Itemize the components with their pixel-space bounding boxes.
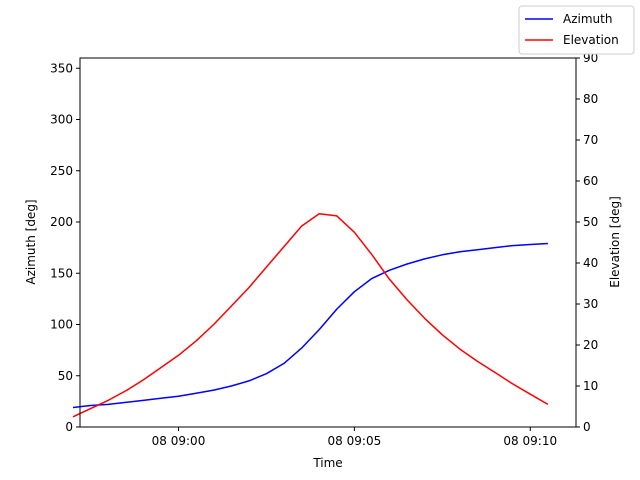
x-tick-label: 08 09:10 (503, 434, 557, 448)
legend-box (518, 5, 635, 55)
left-tick-label: 150 (50, 266, 73, 280)
left-tick-label: 250 (50, 164, 73, 178)
left-tick-label: 200 (50, 215, 73, 229)
right-tick-label: 70 (583, 133, 598, 147)
x-axis-label: Time (312, 456, 342, 470)
series-layer (72, 213, 549, 418)
series-line-elevation (72, 213, 549, 418)
plot-frame (79, 57, 577, 428)
left-tick-label: 100 (50, 318, 73, 332)
x-tick-label: 08 09:05 (328, 434, 382, 448)
legend-label-azimuth: Azimuth (563, 12, 612, 26)
right-tick-label: 50 (583, 215, 598, 229)
x-axis: 08 09:00 08 09:05 08 09:10 (152, 427, 557, 448)
left-axis-label: Azimuth [deg] (24, 199, 38, 284)
left-tick-label: 0 (65, 420, 73, 434)
legend: Azimuth Elevation (518, 5, 635, 55)
right-tick-label: 10 (583, 379, 598, 393)
legend-label-elevation: Elevation (563, 33, 619, 47)
right-tick-label: 80 (583, 92, 598, 106)
left-tick-label: 300 (50, 113, 73, 127)
right-tick-label: 60 (583, 174, 598, 188)
series-line-azimuth (72, 242, 548, 409)
left-axis: 0 50 100 150 200 250 300 350 (50, 61, 80, 434)
left-tick-label: 350 (50, 61, 73, 75)
right-axis-label: Elevation [deg] (608, 196, 622, 288)
right-tick-label: 30 (583, 297, 598, 311)
right-tick-label: 20 (583, 338, 598, 352)
right-tick-label: 40 (583, 256, 598, 270)
left-tick-label: 50 (58, 369, 73, 383)
right-tick-label: 0 (583, 420, 591, 434)
x-tick-label: 08 09:00 (152, 434, 206, 448)
